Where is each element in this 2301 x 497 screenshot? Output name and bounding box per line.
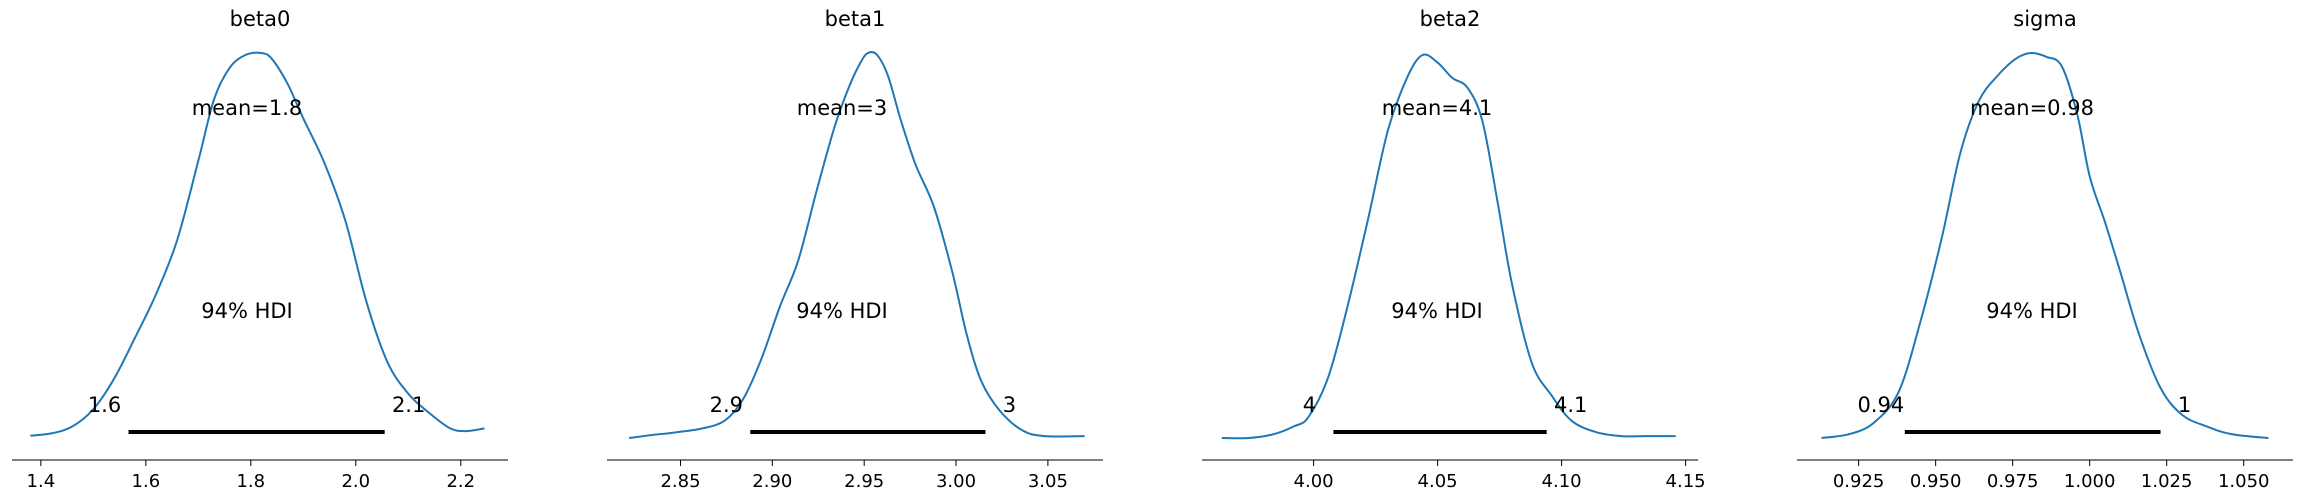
- hdi-label: 94% HDI: [796, 299, 888, 323]
- x-tick-label: 1.4: [27, 471, 56, 492]
- x-tick-label: 0.975: [1987, 471, 2039, 492]
- x-tick-label: 2.2: [446, 471, 475, 492]
- panel-sigma: 0.925 0.950 0.975 1.000 1.025 1.050 sigma mean=…: [1797, 7, 2293, 492]
- hdi-low-label: 2.9: [710, 393, 743, 417]
- density-curve: [628, 51, 1085, 439]
- hdi-high-label: 4.1: [1554, 393, 1587, 417]
- panel-title: beta1: [825, 7, 886, 31]
- hdi-high-label: 3: [1003, 393, 1016, 417]
- x-tick-label: 2.85: [660, 471, 700, 492]
- x-tick-label: 1.6: [132, 471, 161, 492]
- x-tick-label: 4.10: [1542, 471, 1582, 492]
- mean-label: mean=3: [797, 96, 888, 120]
- hdi-label: 94% HDI: [201, 299, 293, 323]
- x-tick-label: 4.05: [1418, 471, 1458, 492]
- panel-beta1: 2.85 2.90 2.95 3.00 3.05 beta1 mean=3 94% HDI 2.…: [607, 7, 1103, 492]
- mean-label: mean=0.98: [1970, 96, 2094, 120]
- x-tick-label: 0.925: [1833, 471, 1885, 492]
- panel-title: sigma: [2013, 7, 2076, 31]
- density-curve: [30, 51, 485, 437]
- mean-label: mean=4.1: [1382, 96, 1493, 120]
- hdi-high-label: 2.1: [392, 393, 425, 417]
- x-tick-label: 2.95: [844, 471, 884, 492]
- density-curve: [1821, 51, 2269, 439]
- x-tick-label: 4.15: [1666, 471, 1706, 492]
- x-tick-label: 1.8: [236, 471, 265, 492]
- hdi-label: 94% HDI: [1986, 299, 2078, 323]
- x-tick-label: 3.00: [936, 471, 976, 492]
- hdi-low-label: 0.94: [1857, 393, 1904, 417]
- x-tick-label: 0.950: [1910, 471, 1962, 492]
- x-tick-label: 1.000: [2064, 471, 2116, 492]
- x-tick-label: 2.0: [341, 471, 370, 492]
- panel-title: beta0: [230, 7, 291, 31]
- x-tick-label: 1.050: [2218, 471, 2270, 492]
- panel-beta2: 4.00 4.05 4.10 4.15 beta2 mean=4.1 94% HDI 4 4.1: [1202, 7, 1706, 492]
- panel-beta0: 1.4 1.6 1.8 2.0 2.2 beta0 mean=1.8 94% HDI 1.6 2.…: [12, 7, 508, 492]
- x-tick-label: 2.90: [752, 471, 792, 492]
- x-tick-label: 4.00: [1294, 471, 1334, 492]
- hdi-high-label: 1: [2178, 393, 2191, 417]
- hdi-low-label: 4: [1303, 393, 1316, 417]
- mean-label: mean=1.8: [192, 96, 303, 120]
- hdi-label: 94% HDI: [1391, 299, 1483, 323]
- x-tick-label: 1.025: [2141, 471, 2193, 492]
- x-tick-label: 3.05: [1028, 471, 1068, 492]
- hdi-low-label: 1.6: [88, 393, 121, 417]
- density-curve: [1221, 53, 1676, 440]
- panel-title: beta2: [1420, 7, 1481, 31]
